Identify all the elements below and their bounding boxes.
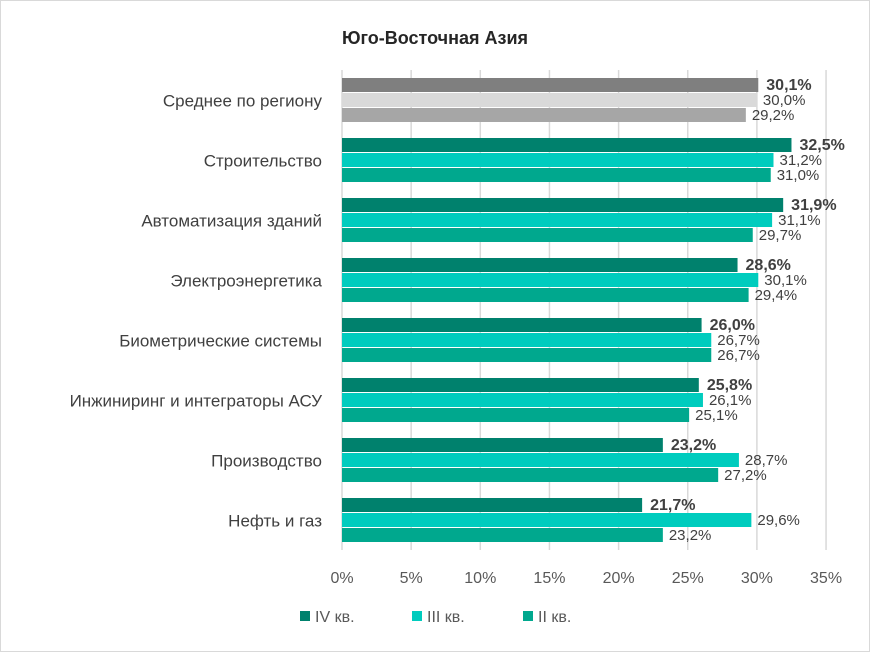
bar (342, 138, 792, 152)
bar (342, 333, 712, 347)
bar (342, 318, 702, 332)
category-label: Автоматизация зданий (141, 212, 322, 231)
data-label: 29,6% (757, 512, 800, 529)
category-label: Электроэнергетика (170, 272, 322, 291)
bar (342, 258, 738, 272)
bar (342, 528, 663, 542)
data-label: 28,6% (746, 257, 791, 274)
data-label: 23,2% (671, 437, 716, 454)
bar (342, 393, 703, 407)
bar (342, 378, 699, 392)
data-label: 27,2% (724, 467, 767, 484)
category-label: Биометрические системы (119, 332, 322, 351)
data-label: 28,7% (745, 452, 788, 469)
x-tick-label: 20% (603, 570, 635, 587)
x-tick-label: 25% (672, 570, 704, 587)
bar (342, 228, 753, 242)
bar (342, 108, 746, 122)
data-label: 25,1% (695, 407, 738, 424)
legend-label: II кв. (538, 609, 571, 626)
legend-swatch (523, 611, 533, 621)
data-label: 30,1% (766, 77, 811, 94)
bar (342, 273, 759, 287)
legend-label: III кв. (427, 609, 465, 626)
category-label: Нефть и газ (228, 512, 322, 531)
legend-swatch (412, 611, 422, 621)
data-label: 26,7% (717, 347, 760, 364)
data-label: 23,2% (669, 527, 712, 544)
data-label: 29,7% (759, 227, 802, 244)
data-label: 26,0% (710, 317, 755, 334)
bar (342, 198, 784, 212)
bar (342, 213, 773, 227)
data-label: 32,5% (799, 137, 844, 154)
category-label: Строительство (204, 152, 322, 171)
x-tick-label: 30% (741, 570, 773, 587)
data-label: 31,2% (779, 152, 822, 169)
data-label: 31,1% (778, 212, 821, 229)
data-label: 21,7% (650, 497, 695, 514)
bar (342, 453, 739, 467)
chart-title: Юго-Восточная Азия (342, 28, 528, 48)
bar (342, 438, 663, 452)
x-tick-label: 10% (464, 570, 496, 587)
data-label: 30,0% (763, 92, 806, 109)
data-label: 30,1% (764, 272, 807, 289)
data-label: 29,4% (755, 287, 798, 304)
bar (342, 168, 771, 182)
bar (342, 78, 759, 92)
bar (342, 513, 752, 527)
data-label: 26,7% (717, 332, 760, 349)
data-label: 31,0% (777, 167, 820, 184)
category-label: Среднее по региону (163, 92, 323, 111)
x-tick-label: 5% (400, 570, 423, 587)
bar (342, 468, 719, 482)
data-label: 31,9% (791, 197, 836, 214)
category-label: Производство (211, 452, 322, 471)
bar (342, 93, 757, 107)
bar (342, 288, 749, 302)
bar (342, 498, 643, 512)
data-label: 29,2% (752, 107, 795, 124)
x-tick-label: 0% (330, 570, 353, 587)
legend-swatch (300, 611, 310, 621)
category-label: Инжиниринг и интеграторы АСУ (70, 392, 323, 411)
x-tick-label: 15% (533, 570, 565, 587)
bar (342, 348, 712, 362)
bar (342, 153, 774, 167)
bar (342, 408, 690, 422)
x-tick-label: 35% (810, 570, 842, 587)
legend-label: IV кв. (315, 609, 355, 626)
data-label: 25,8% (707, 377, 752, 394)
data-label: 26,1% (709, 392, 752, 409)
